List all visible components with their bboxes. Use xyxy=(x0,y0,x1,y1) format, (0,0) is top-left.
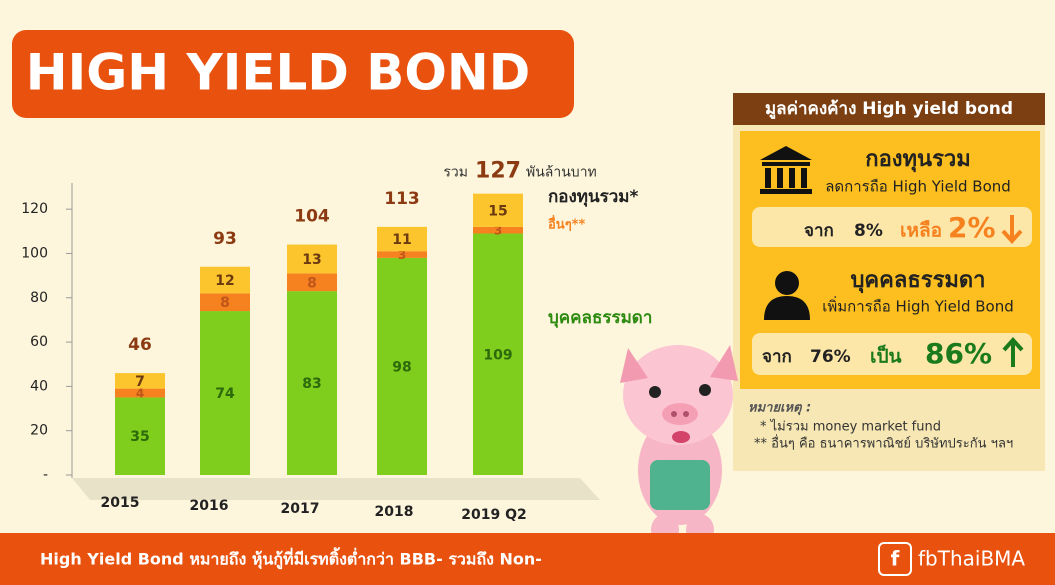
up-arrow xyxy=(1002,337,1024,367)
bar-segment xyxy=(115,397,165,475)
y-tick-label: - xyxy=(43,467,48,483)
value-label: 4 xyxy=(136,387,144,401)
bar-segment xyxy=(287,244,337,274)
bar-segment xyxy=(473,193,523,227)
bar-segment xyxy=(287,291,337,475)
total-label: 104 xyxy=(294,207,330,227)
fund-to: 2% xyxy=(948,211,996,244)
legend-label: บุคคลธรรมดา xyxy=(548,308,652,328)
y-tick-label: 20 xyxy=(30,423,48,439)
total-prefix: รวม xyxy=(443,165,468,181)
bar-segment xyxy=(200,293,250,312)
brand: fbThaiBMA xyxy=(918,547,1025,571)
fund-title: กองทุนรวม xyxy=(865,147,971,173)
value-label: 8 xyxy=(307,275,317,291)
legend-label: กองทุนรวม* xyxy=(548,187,639,207)
bar-segment xyxy=(115,388,165,398)
person-subtitle: เพิ่มการถือ High Yield Bond xyxy=(822,296,1014,316)
value-label: 12 xyxy=(215,273,234,289)
footer-text: High Yield Bond หมายถึง หุ้นกู้ที่มีเรทต… xyxy=(40,547,542,571)
x-tick-label: 2016 xyxy=(190,498,229,514)
x-tick-label: 2019 Q2 xyxy=(461,507,526,523)
note: ** อื่นๆ คือ ธนาคารพาณิชย์ บริษัทประกัน … xyxy=(754,435,1013,452)
person-icon xyxy=(764,271,810,320)
note: * ไม่รวม money market fund xyxy=(760,419,941,435)
person-from: 76% xyxy=(810,347,851,367)
value-label: 13 xyxy=(302,252,321,268)
bar-segment xyxy=(377,257,427,475)
title: HIGH YIELD BOND xyxy=(26,44,530,102)
x-tick-label: 2017 xyxy=(281,501,320,517)
title-box xyxy=(12,30,574,118)
y-tick-label: 60 xyxy=(30,334,48,350)
bank-icon xyxy=(760,146,812,194)
fund-to-word: เหลือ xyxy=(900,220,942,242)
bar-segment xyxy=(473,233,523,475)
floor xyxy=(72,478,600,500)
pig-illustration xyxy=(620,345,738,546)
bar-segment xyxy=(377,251,427,258)
person-box xyxy=(752,333,1032,375)
value-label: 35 xyxy=(130,429,149,445)
total-label: 127 xyxy=(475,159,521,184)
note-title: หมายเหตุ : xyxy=(748,401,811,416)
y-tick-label: 80 xyxy=(30,290,48,306)
person-to-word: เป็น xyxy=(870,344,902,368)
fund-subtitle: ลดการถือ High Yield Bond xyxy=(825,178,1011,196)
fb-icon xyxy=(878,542,912,576)
value-label: 83 xyxy=(302,376,321,392)
down-arrow xyxy=(1001,215,1023,244)
value-label: 7 xyxy=(135,374,145,390)
panel-header xyxy=(733,93,1045,125)
bar-segment xyxy=(287,273,337,292)
value-label: 74 xyxy=(215,386,235,402)
y-tick-label: 120 xyxy=(21,201,48,217)
total-label: 93 xyxy=(213,229,237,249)
fund-from-word: จาก xyxy=(804,221,834,241)
fund-box xyxy=(752,207,1032,247)
panel-title: มูลค่าคงค้าง High yield bond xyxy=(765,99,1013,120)
person-title: บุคคลธรรมดา xyxy=(850,268,985,294)
bar-segment xyxy=(200,266,250,294)
y-tick-label: 100 xyxy=(21,245,48,261)
x-tick-label: 2018 xyxy=(375,504,414,520)
fund-from: 8% xyxy=(854,221,883,241)
value-label: 15 xyxy=(488,203,507,219)
chart: - 20 40 60 80 100 120 35 47 2015 46 74 8 12 2016 93 83 8 1… xyxy=(21,159,652,523)
bar-segment xyxy=(377,226,427,252)
y-tick-label: 40 xyxy=(30,378,48,394)
value-label: 109 xyxy=(483,347,512,363)
total-label: 113 xyxy=(384,189,420,209)
value-label: 3 xyxy=(494,224,502,238)
total-unit: พันล้านบาท xyxy=(526,165,597,181)
bar-segment xyxy=(200,311,250,475)
bar-segment xyxy=(473,226,523,234)
person-to: 86% xyxy=(925,337,992,370)
total-label: 46 xyxy=(128,335,152,355)
bar-segment xyxy=(115,373,165,389)
legend-label: อื่นๆ** xyxy=(548,215,586,233)
value-label: 98 xyxy=(392,359,411,375)
person-from-word: จาก xyxy=(762,347,792,367)
x-tick-label: 2015 xyxy=(101,495,140,511)
fb-letter: f xyxy=(891,547,900,571)
value-label: 3 xyxy=(398,248,406,262)
value-label: 8 xyxy=(220,295,230,311)
value-label: 11 xyxy=(392,232,411,248)
